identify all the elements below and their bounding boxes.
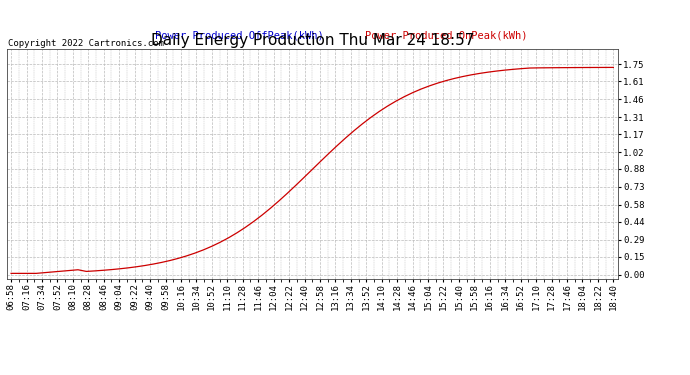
Text: Power Produced OffPeak(kWh): Power Produced OffPeak(kWh): [155, 31, 324, 40]
Title: Daily Energy Production Thu Mar 24 18:57: Daily Energy Production Thu Mar 24 18:57: [150, 33, 474, 48]
Text: Copyright 2022 Cartronics.com: Copyright 2022 Cartronics.com: [8, 39, 164, 48]
Text: Power Produced OnPeak(kWh): Power Produced OnPeak(kWh): [365, 31, 528, 40]
